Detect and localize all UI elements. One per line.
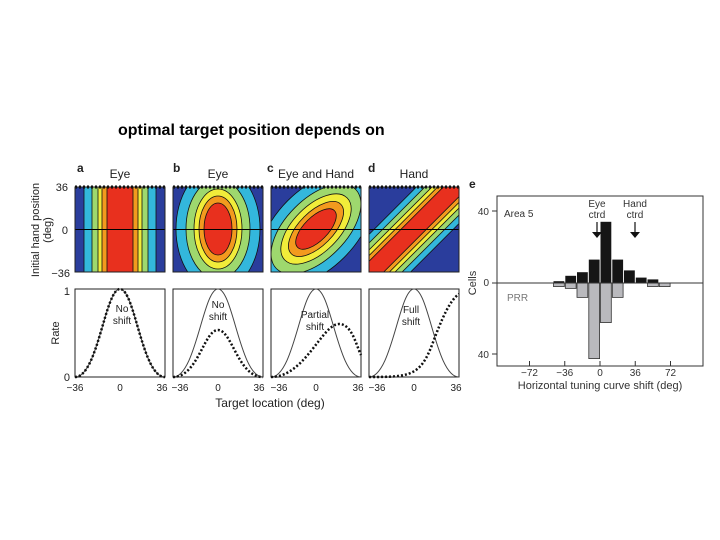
panel-b-curve-label-2: shift xyxy=(209,312,228,323)
annotation-hand-1: Hand xyxy=(623,199,647,210)
panel-b-xtick-36: 36 xyxy=(253,383,265,394)
prr-bar xyxy=(658,282,671,287)
panel-c-xtick-36: 36 xyxy=(352,383,364,394)
panel-b-solid-curve xyxy=(172,288,264,378)
panel-d-letter: d xyxy=(368,161,375,175)
panel-b-title: Eye xyxy=(208,167,229,181)
panel-e-xtick-label: −36 xyxy=(556,368,573,379)
panel-c-solid-curve xyxy=(270,288,362,378)
panel-a-xtick-0: 0 xyxy=(117,383,123,394)
prr-bar xyxy=(600,282,612,323)
panel-e-xtick-label: 72 xyxy=(665,368,677,379)
annotation-eye-1: Eye xyxy=(588,199,606,210)
panel-e-letter: e xyxy=(469,177,476,191)
eye-ctrd-arrow xyxy=(592,222,602,238)
left-xlabel: Target location (deg) xyxy=(215,396,324,410)
panel-e-xtick-label: −72 xyxy=(521,368,538,379)
bottom-ytick-1: 1 xyxy=(64,286,70,298)
panel-a-xtick-36: 36 xyxy=(156,383,168,394)
area5-bar xyxy=(553,281,565,283)
area5-bar xyxy=(635,277,647,283)
panel-d-solid-curve xyxy=(368,288,460,378)
area5-bars xyxy=(553,221,659,283)
panel-a-title: Eye xyxy=(110,167,131,181)
panel-b: b Eye No shift −36 0 36 xyxy=(172,161,265,394)
top-ylabel-unit: (deg) xyxy=(42,217,54,243)
bottom-ytick-0: 0 xyxy=(64,372,70,384)
panel-d-xtick-0: 0 xyxy=(411,383,417,394)
panel-c-curve-label-1: Partial xyxy=(301,310,329,321)
annotation-hand-2: ctrd xyxy=(627,210,644,221)
prr-bar xyxy=(564,282,577,289)
panel-e-xtick-label: 0 xyxy=(597,368,603,379)
panel-a-curve-label-2: shift xyxy=(113,316,132,327)
top-ylabel: Initial hand position xyxy=(30,183,42,277)
panel-d-curve-label-2: shift xyxy=(402,317,421,328)
prr-bars xyxy=(553,282,671,359)
panel-e-ytick-bottom: 40 xyxy=(478,350,490,361)
prr-bar xyxy=(553,282,565,287)
bottom-ylabel: Rate xyxy=(50,321,62,344)
prr-bar xyxy=(576,282,589,298)
panel-d: d Hand Full shift −36 0 36 xyxy=(368,161,462,394)
panel-b-curve-label-1: No xyxy=(212,300,225,311)
panel-b-xtick-0: 0 xyxy=(215,383,221,394)
panel-c-xtick-0: 0 xyxy=(313,383,319,394)
panel-a-letter: a xyxy=(77,161,84,175)
panel-d-title: Hand xyxy=(400,167,429,181)
panel-e-histogram: e Cells 40 0 40 Area 5 PRR −72 −36 0 36 72 E… xyxy=(467,177,704,392)
area5-bar xyxy=(624,270,635,283)
panel-b-letter: b xyxy=(173,161,180,175)
panel-e-ytick-mid: 0 xyxy=(483,278,489,289)
panel-d-curve-label-1: Full xyxy=(403,305,419,316)
panel-e-xlabel: Horizontal tuning curve shift (deg) xyxy=(518,380,682,392)
panel-c-curve-label-2: shift xyxy=(306,322,325,333)
panel-a: a Eye No shift −36 0 36 xyxy=(67,161,168,394)
panel-d-curve-box xyxy=(368,288,460,378)
area5-bar xyxy=(577,272,588,283)
top-ytick-neg36: −36 xyxy=(51,268,70,280)
panel-d-xtick-36: 36 xyxy=(450,383,462,394)
panel-a-curve-label-1: No xyxy=(116,304,129,315)
prr-bar xyxy=(588,282,600,359)
panel-e-frame xyxy=(496,195,704,367)
annotation-eye-2: ctrd xyxy=(589,210,606,221)
panel-c-curve-box xyxy=(270,288,362,378)
panel-e-xticks: −72 −36 0 36 72 xyxy=(521,361,676,379)
area5-bar xyxy=(588,259,600,283)
panel-a-dotted-curve xyxy=(74,287,166,379)
top-ytick-0: 0 xyxy=(62,225,68,237)
area5-bar xyxy=(647,279,659,283)
panel-a-xtick-neg36: −36 xyxy=(67,383,84,394)
panel-e-xtick-label: 36 xyxy=(630,368,642,379)
series-label-prr: PRR xyxy=(507,293,528,304)
panel-b-xtick-neg36: −36 xyxy=(172,383,189,394)
slide-caption: optimal target position depends on xyxy=(118,122,385,139)
panel-c-dotted-curve xyxy=(270,322,363,379)
area5-bar xyxy=(565,275,577,283)
prr-bar xyxy=(647,282,659,287)
panel-c: c Eye and Hand Partial shift −36 0 36 xyxy=(267,161,364,394)
panel-e-ylabel: Cells xyxy=(467,270,479,295)
top-ytick-36: 36 xyxy=(56,182,68,194)
panel-c-letter: c xyxy=(267,161,274,175)
panel-d-xtick-neg36: −36 xyxy=(369,383,386,394)
panel-c-xtick-neg36: −36 xyxy=(271,383,288,394)
panel-b-dotted-curve xyxy=(172,328,264,379)
prr-bar xyxy=(611,282,624,298)
panel-e-ytick-top: 40 xyxy=(478,207,490,218)
panel-c-title: Eye and Hand xyxy=(278,167,354,181)
area5-bar xyxy=(612,259,624,283)
area5-bar xyxy=(600,221,612,283)
hand-ctrd-arrow xyxy=(630,222,640,238)
series-label-area5: Area 5 xyxy=(504,209,534,220)
